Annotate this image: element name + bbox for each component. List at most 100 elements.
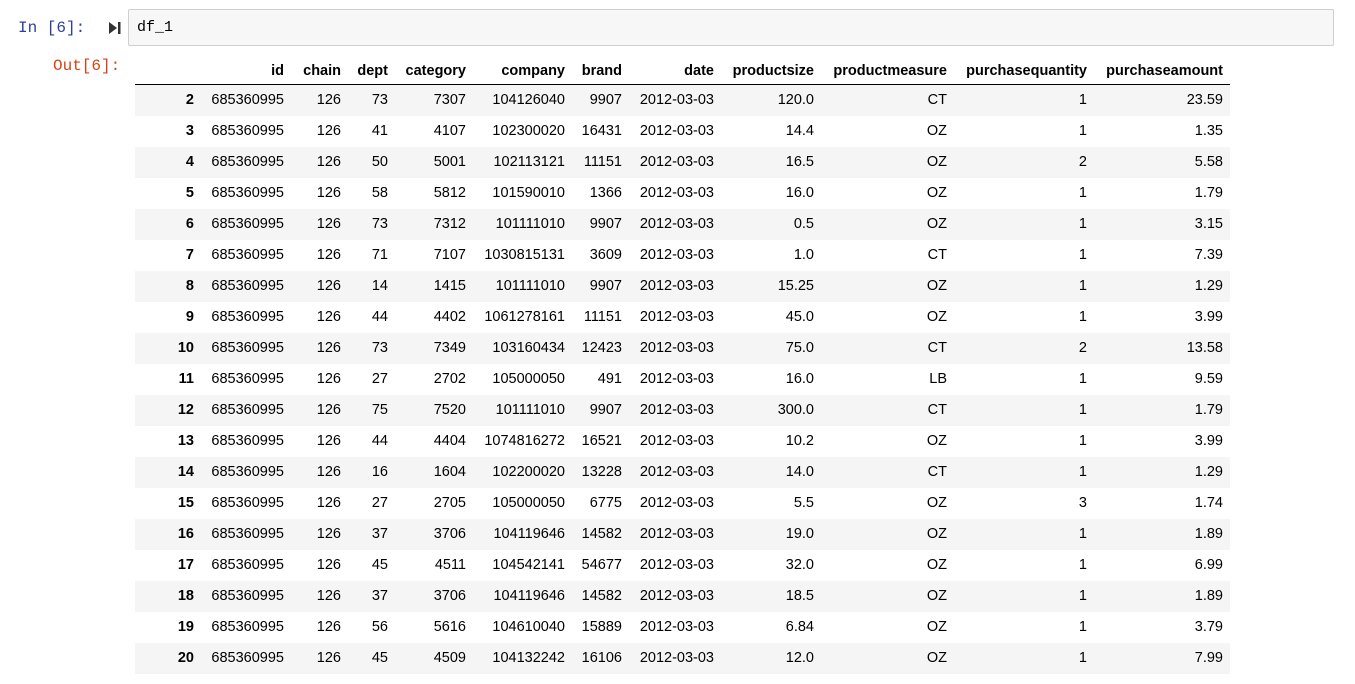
table-cell-chain: 126 [316,123,341,139]
table-row: 11 685360995 126 27 2702 105000050 491 2012-03-… [135,364,1230,395]
column-header-date: date [629,57,721,85]
row-index: 3 [185,123,194,139]
table-cell-productmeasure: CT [927,247,947,263]
table-cell-purchaseamount: 1.35 [1194,123,1223,139]
index-header [135,57,201,85]
table-cell-chain: 126 [316,650,341,666]
table-row: 16 685360995 126 37 3706 104119646 14582 2012-0… [135,518,1230,550]
table-cell-company: 1030815131 [484,247,565,263]
table-row: 19 685360995 126 56 5616 104610040 15889 2012-0… [135,612,1230,643]
row-index: 8 [185,278,194,294]
column-header-id: id [201,57,291,85]
column-header-chain: chain [291,57,348,85]
table-cell-productsize: 120.0 [777,92,814,109]
table-cell-purchaseamount: 6.99 [1194,557,1223,573]
table-cell-productmeasure: OZ [926,123,947,139]
table-cell-productmeasure: OZ [926,185,947,201]
table-cell-purchaseamount: 1.29 [1194,464,1223,480]
table-cell-productsize: 6.84 [785,619,814,635]
table-cell-dept: 73 [371,216,388,232]
row-index: 6 [185,216,194,232]
table-cell-productsize: 14.0 [785,464,814,480]
table-cell-productmeasure: CT [927,92,947,109]
table-cell-purchasequantity: 1 [1078,650,1087,666]
table-cell-date: 2012-03-03 [639,402,714,418]
table-row: 3 685360995 126 41 4107 102300020 16431 2012-03… [135,116,1230,147]
table-cell-purchaseamount: 3.99 [1194,433,1223,449]
table-cell-id: 685360995 [211,619,284,635]
table-cell-purchasequantity: 3 [1078,495,1087,511]
table-cell-id: 685360995 [211,92,284,109]
table-cell-purchaseamount: 7.99 [1194,650,1223,666]
table-cell-company: 104132242 [492,650,565,666]
table-cell-productmeasure: OZ [926,557,947,573]
table-cell-date: 2012-03-03 [639,433,714,449]
table-cell-category: 4402 [433,309,466,325]
table-cell-productmeasure: OZ [926,216,947,232]
table-cell-category: 7312 [433,216,466,232]
table-row: 13 685360995 126 44 4404 1074816272 16521 2012-… [135,426,1230,457]
table-row: 2 685360995 126 73 7307 104126040 9907 2012-03-… [135,84,1230,116]
table-cell-chain: 126 [316,278,341,294]
table-body: 2 685360995 126 73 7307 104126040 9907 2012-03-… [135,84,1230,674]
table-cell-productmeasure: OZ [926,588,947,604]
table-cell-category: 4107 [433,123,466,139]
table-cell-purchaseamount: 9.59 [1194,371,1223,387]
table-cell-category: 3706 [433,526,466,542]
table-cell-brand: 16521 [581,433,622,449]
table-cell-dept: 14 [371,278,388,294]
table-cell-purchaseamount: 1.29 [1194,278,1223,294]
table-cell-date: 2012-03-03 [639,123,714,139]
row-index: 15 [177,495,194,511]
table-cell-company: 104542141 [492,557,565,573]
table-cell-id: 685360995 [211,340,284,356]
table-cell-company: 101111010 [495,278,565,294]
run-cell-icon[interactable] [108,21,122,35]
table-row: 10 685360995 126 73 7349 103160434 12423 2012-0… [135,332,1230,364]
table-cell-dept: 27 [371,495,388,511]
table-cell-purchasequantity: 1 [1078,402,1087,418]
table-cell-purchasequantity: 1 [1078,433,1087,449]
table-cell-dept: 45 [371,650,388,666]
row-index: 2 [185,92,194,109]
table-cell-purchaseamount: 1.89 [1194,588,1223,604]
table-cell-category: 7307 [433,92,466,109]
table-row: 8 685360995 126 14 1415 101111010 9907 2012-03-… [135,270,1230,302]
table-cell-productmeasure: OZ [926,278,947,294]
table-cell-id: 685360995 [211,154,284,170]
table-row: 15 685360995 126 27 2705 105000050 6775 2012-03… [135,488,1230,519]
table-cell-productmeasure: CT [927,464,947,480]
table-cell-company: 101111010 [495,216,565,232]
table-cell-date: 2012-03-03 [639,92,714,109]
row-index: 4 [185,154,194,170]
table-row: 17 685360995 126 45 4511 104542141 54677 2012-0… [135,550,1230,581]
table-cell-productsize: 16.0 [785,185,814,201]
table-cell-productsize: 32.0 [785,557,814,573]
table-cell-brand: 54677 [581,557,622,573]
table-cell-company: 104119646 [493,526,565,542]
code-cell-input[interactable]: df_1 [128,9,1334,46]
table-cell-purchaseamount: 5.58 [1194,154,1223,170]
table-cell-dept: 45 [371,557,388,573]
table-cell-purchasequantity: 1 [1078,464,1087,480]
table-cell-productmeasure: LB [929,371,947,387]
table-cell-brand: 16106 [581,650,622,666]
table-cell-company: 105000050 [492,495,565,511]
table-cell-company: 101111010 [495,402,565,418]
column-header-brand: brand [572,57,629,85]
table-cell-date: 2012-03-03 [639,619,714,635]
table-cell-category: 4511 [434,557,466,573]
table-cell-id: 685360995 [211,371,284,387]
table-cell-category: 5616 [433,619,466,635]
table-row: 18 685360995 126 37 3706 104119646 14582 2012-0… [135,580,1230,612]
table-cell-date: 2012-03-03 [639,526,714,542]
row-index: 14 [177,464,194,480]
table-cell-category: 7349 [433,340,466,356]
table-cell-purchaseamount: 23.59 [1186,92,1223,109]
table-cell-dept: 56 [371,619,388,635]
table-cell-chain: 126 [316,526,341,542]
table-cell-chain: 126 [316,185,341,201]
row-index: 9 [185,309,194,325]
row-index: 5 [185,185,194,201]
code-text[interactable]: df_1 [137,19,174,36]
